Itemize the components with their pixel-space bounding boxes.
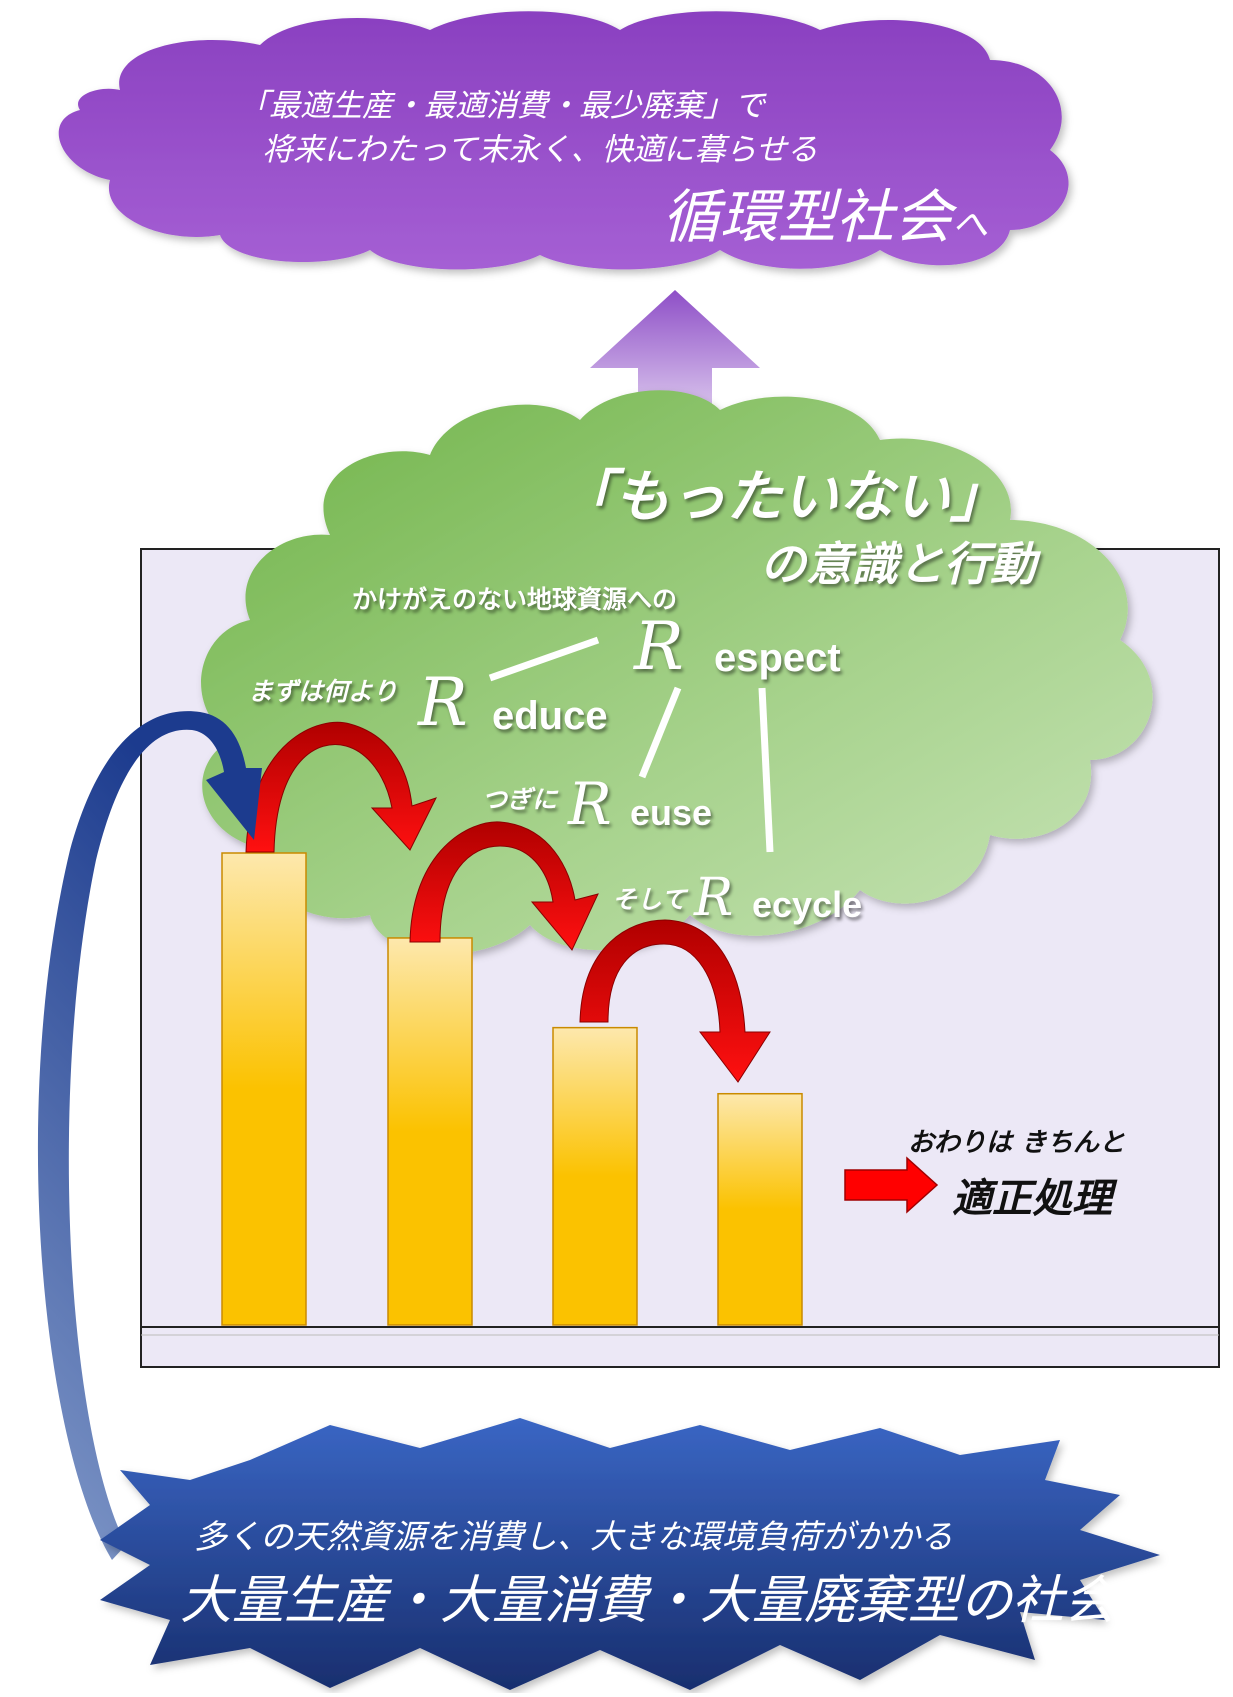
- recycle-respect-line: [758, 687, 774, 853]
- bottom-burst: [100, 1418, 1160, 1690]
- reduce-R: R: [418, 664, 468, 741]
- top-cloud-title-suffix: へ: [952, 205, 989, 246]
- green-cloud: [201, 390, 1153, 955]
- respect-lead: かけがえのない地球資源への: [352, 585, 678, 614]
- final-arrow: [844, 1156, 939, 1214]
- bar-1: [221, 852, 307, 1326]
- reuse-lead: つぎに: [482, 785, 558, 814]
- red-arc-1: [245, 721, 437, 853]
- top-cloud-title: 循環型社会へ: [662, 170, 988, 254]
- recycle-lead: そして: [612, 885, 687, 914]
- reduce-respect-line: [488, 636, 600, 682]
- bottom-title: 大量生産・大量消費・大量廃棄型の社会: [180, 1571, 1117, 1631]
- reduce-rest: educe: [492, 694, 608, 738]
- bar-3: [552, 1026, 638, 1326]
- bars-group: [221, 852, 803, 1326]
- slogan-sub: の意識と行動: [760, 537, 1036, 591]
- final-label: 適正処理: [952, 1176, 1112, 1222]
- bottom-line1: 多くの天然資源を消費し、大きな環境負荷がかかる: [194, 1517, 953, 1556]
- top-cloud-line1: 「最適生産・最適消費・最少廃棄」で: [238, 88, 765, 124]
- reuse-respect-line: [638, 686, 682, 779]
- respect-rest: espect: [714, 636, 841, 680]
- reuse-R: R: [568, 770, 612, 838]
- final-lead: おわりは きちんと: [908, 1128, 1126, 1158]
- recycle-rest: ecycle: [752, 884, 863, 925]
- top-cloud-title-main: 循環型社会: [662, 183, 953, 251]
- reduce-lead: まずは何より: [248, 677, 398, 706]
- bar-2: [387, 937, 473, 1326]
- top-cloud-line2: 将来にわたって末永く、快適に暮らせる: [262, 132, 818, 168]
- respect-R: R: [634, 608, 684, 685]
- blue-curved-arrow: [37, 711, 263, 1560]
- recycle-R: R: [694, 868, 734, 928]
- red-arc-3: [579, 919, 771, 1083]
- bar-4: [717, 1092, 803, 1326]
- slogan: 「もったいない」: [558, 465, 1006, 530]
- top-cloud: [58, 11, 1069, 270]
- reuse-rest: euse: [630, 792, 713, 833]
- up-arrow: [590, 290, 760, 430]
- red-arc-2: [409, 821, 599, 951]
